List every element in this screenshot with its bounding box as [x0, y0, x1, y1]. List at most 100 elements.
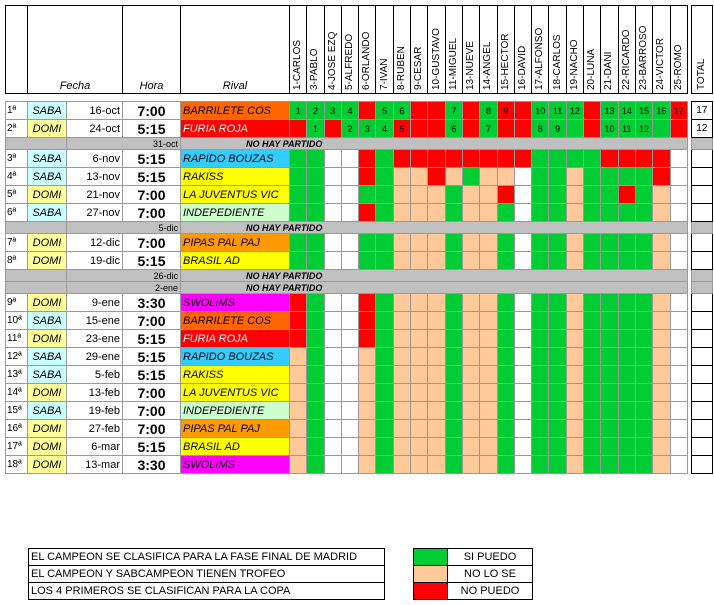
availability-cell[interactable] [392, 167, 412, 186]
availability-cell[interactable] [565, 401, 585, 420]
availability-cell[interactable] [565, 311, 585, 330]
availability-cell[interactable] [427, 437, 446, 456]
availability-cell[interactable] [513, 383, 533, 402]
availability-cell[interactable] [427, 233, 446, 252]
availability-cell[interactable] [531, 185, 550, 204]
availability-cell[interactable] [513, 455, 533, 474]
availability-cell[interactable] [634, 365, 654, 384]
availability-cell[interactable] [479, 185, 498, 204]
availability-cell[interactable] [565, 233, 585, 252]
availability-cell[interactable]: 12 [634, 119, 654, 138]
availability-cell[interactable] [513, 203, 533, 222]
availability-cell[interactable] [583, 437, 602, 456]
availability-cell[interactable] [410, 311, 429, 330]
availability-cell[interactable] [531, 167, 550, 186]
availability-cell[interactable] [652, 347, 671, 366]
availability-cell[interactable] [340, 251, 360, 270]
availability-cell[interactable] [323, 311, 342, 330]
availability-cell[interactable] [444, 293, 463, 312]
availability-cell[interactable] [392, 293, 412, 312]
availability-cell[interactable] [479, 167, 498, 186]
availability-cell[interactable] [583, 101, 602, 120]
availability-cell[interactable] [617, 329, 636, 348]
availability-cell[interactable] [444, 167, 463, 186]
availability-cell[interactable] [583, 401, 602, 420]
availability-cell[interactable] [340, 233, 360, 252]
availability-cell[interactable] [461, 185, 481, 204]
availability-cell[interactable] [427, 347, 446, 366]
availability-cell[interactable] [288, 167, 308, 186]
availability-cell[interactable] [600, 455, 619, 474]
availability-cell[interactable] [531, 311, 550, 330]
availability-cell[interactable] [427, 419, 446, 438]
availability-cell[interactable] [496, 455, 515, 474]
availability-cell[interactable] [617, 185, 636, 204]
availability-cell[interactable] [669, 329, 688, 348]
availability-cell[interactable] [375, 293, 394, 312]
availability-cell[interactable] [306, 149, 325, 168]
availability-cell[interactable] [410, 419, 429, 438]
availability-cell[interactable] [669, 233, 688, 252]
availability-cell[interactable] [461, 203, 481, 222]
availability-cell[interactable] [340, 293, 360, 312]
availability-cell[interactable] [531, 203, 550, 222]
availability-cell[interactable] [461, 293, 481, 312]
availability-cell[interactable] [410, 101, 429, 120]
availability-cell[interactable] [669, 365, 688, 384]
availability-cell[interactable] [288, 455, 308, 474]
availability-cell[interactable] [496, 203, 515, 222]
availability-cell[interactable] [461, 149, 481, 168]
availability-cell[interactable] [323, 329, 342, 348]
availability-cell[interactable] [634, 437, 654, 456]
availability-cell[interactable]: 4 [375, 119, 394, 138]
availability-cell[interactable] [340, 167, 360, 186]
availability-cell[interactable] [513, 401, 533, 420]
availability-cell[interactable]: 5 [375, 101, 394, 120]
availability-cell[interactable] [358, 347, 377, 366]
availability-cell[interactable] [652, 233, 671, 252]
availability-cell[interactable] [565, 119, 585, 138]
availability-cell[interactable] [531, 419, 550, 438]
availability-cell[interactable] [427, 311, 446, 330]
availability-cell[interactable] [634, 149, 654, 168]
availability-cell[interactable] [306, 365, 325, 384]
availability-cell[interactable] [461, 311, 481, 330]
availability-cell[interactable] [496, 293, 515, 312]
availability-cell[interactable] [444, 383, 463, 402]
availability-cell[interactable] [600, 293, 619, 312]
availability-cell[interactable] [288, 329, 308, 348]
availability-cell[interactable] [565, 329, 585, 348]
availability-cell[interactable] [583, 167, 602, 186]
availability-cell[interactable] [288, 419, 308, 438]
availability-cell[interactable] [617, 419, 636, 438]
availability-cell[interactable] [306, 185, 325, 204]
availability-cell[interactable] [306, 311, 325, 330]
availability-cell[interactable] [600, 437, 619, 456]
availability-cell[interactable] [392, 149, 412, 168]
availability-cell[interactable] [583, 419, 602, 438]
availability-cell[interactable]: 6 [444, 119, 463, 138]
availability-cell[interactable] [444, 401, 463, 420]
availability-cell[interactable] [392, 329, 412, 348]
availability-cell[interactable] [617, 293, 636, 312]
availability-cell[interactable] [306, 203, 325, 222]
availability-cell[interactable] [375, 149, 394, 168]
availability-cell[interactable] [288, 251, 308, 270]
availability-cell[interactable] [600, 311, 619, 330]
availability-cell[interactable] [669, 401, 688, 420]
availability-cell[interactable] [375, 203, 394, 222]
availability-cell[interactable] [461, 365, 481, 384]
availability-cell[interactable]: 3 [323, 101, 342, 120]
availability-cell[interactable] [548, 293, 567, 312]
availability-cell[interactable] [306, 251, 325, 270]
availability-cell[interactable] [340, 437, 360, 456]
availability-cell[interactable] [565, 149, 585, 168]
availability-cell[interactable] [600, 167, 619, 186]
availability-cell[interactable] [531, 365, 550, 384]
availability-cell[interactable] [617, 233, 636, 252]
availability-cell[interactable] [600, 347, 619, 366]
availability-cell[interactable] [652, 401, 671, 420]
availability-cell[interactable] [427, 401, 446, 420]
availability-cell[interactable] [340, 347, 360, 366]
availability-cell[interactable] [513, 347, 533, 366]
